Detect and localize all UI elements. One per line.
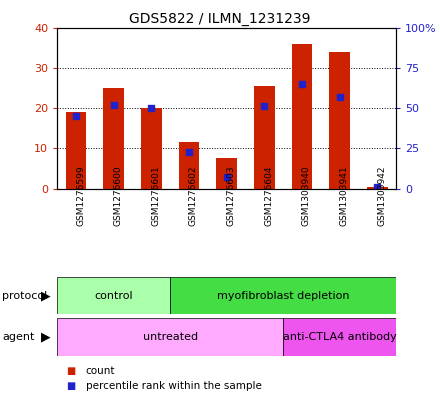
Text: anti-CTLA4 antibody: anti-CTLA4 antibody [282, 332, 396, 342]
Point [261, 103, 268, 110]
Point [374, 184, 381, 190]
Point [110, 102, 117, 108]
Text: ■: ■ [66, 381, 75, 391]
Text: ■: ■ [66, 366, 75, 376]
Bar [367, 187, 388, 189]
Text: GSM1303942: GSM1303942 [377, 165, 386, 226]
Bar [179, 142, 199, 189]
Text: control: control [94, 291, 133, 301]
Text: GSM1276603: GSM1276603 [227, 165, 235, 226]
Text: GSM1276602: GSM1276602 [189, 165, 198, 226]
Text: protocol: protocol [2, 291, 48, 301]
Text: GSM1303941: GSM1303941 [340, 165, 348, 226]
Text: percentile rank within the sample: percentile rank within the sample [86, 381, 262, 391]
Text: GDS5822 / ILMN_1231239: GDS5822 / ILMN_1231239 [129, 12, 311, 26]
Point [298, 81, 305, 87]
Text: GSM1276601: GSM1276601 [151, 165, 160, 226]
Bar [292, 44, 312, 189]
Point [223, 174, 230, 180]
Text: GSM1303940: GSM1303940 [302, 165, 311, 226]
Bar [283, 318, 396, 356]
Bar [103, 88, 124, 189]
Text: untreated: untreated [143, 332, 198, 342]
Bar [254, 86, 275, 189]
Bar [57, 277, 170, 314]
Text: myofibroblast depletion: myofibroblast depletion [217, 291, 349, 301]
Text: GSM1276604: GSM1276604 [264, 165, 273, 226]
Bar [57, 318, 283, 356]
Point [73, 113, 80, 119]
Point [336, 94, 343, 100]
Text: ▶: ▶ [40, 331, 50, 343]
Text: ▶: ▶ [40, 289, 50, 302]
Bar [170, 277, 396, 314]
Point [185, 149, 192, 155]
Point [148, 105, 155, 111]
Text: count: count [86, 366, 115, 376]
Bar [329, 51, 350, 189]
Text: agent: agent [2, 332, 35, 342]
Bar [66, 112, 86, 189]
Text: GSM1276599: GSM1276599 [76, 165, 85, 226]
Bar [141, 108, 161, 189]
Text: GSM1276600: GSM1276600 [114, 165, 123, 226]
Bar [216, 158, 237, 189]
